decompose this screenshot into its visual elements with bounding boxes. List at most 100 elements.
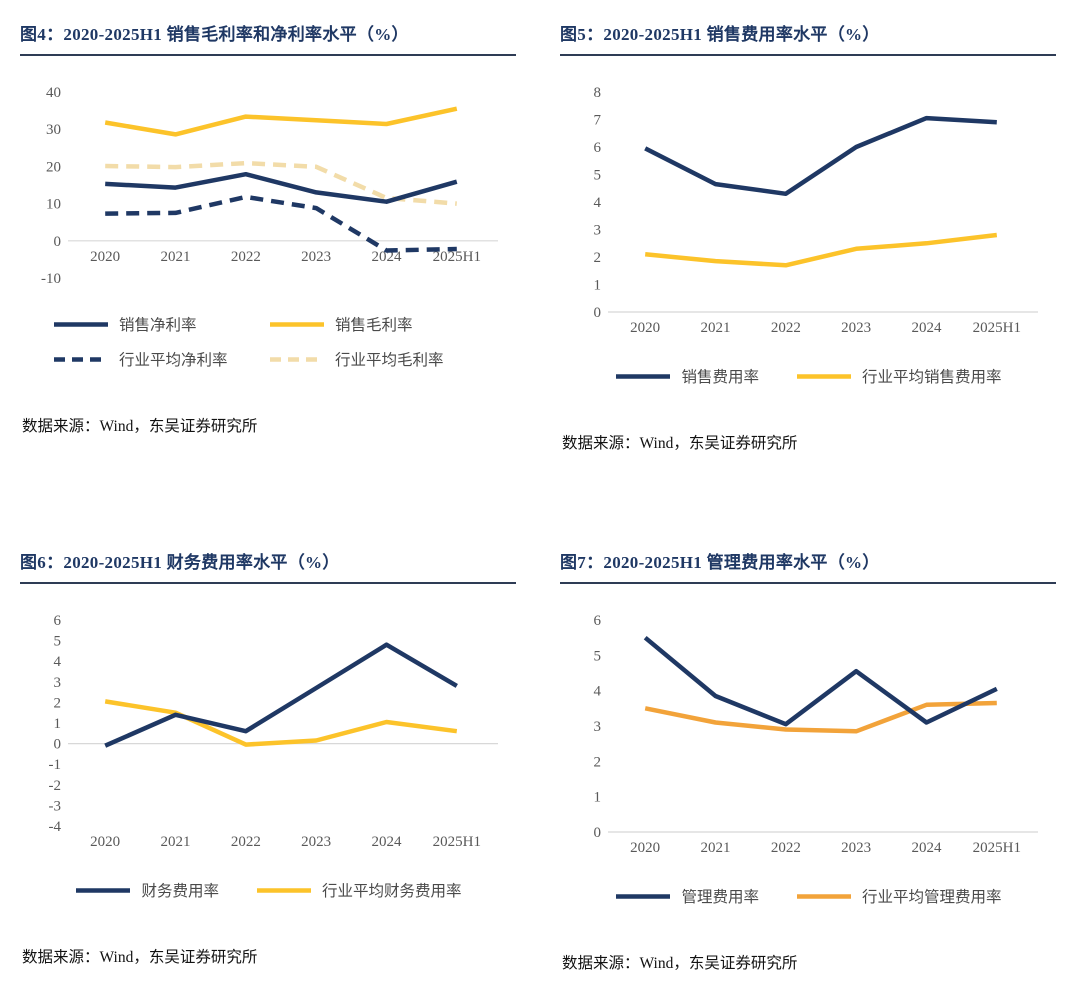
x-tick-label: 2023 <box>301 249 331 265</box>
figure6-title-rule <box>20 582 516 584</box>
x-tick-label: 2024 <box>372 249 403 265</box>
y-tick-label: 2 <box>594 250 602 266</box>
y-tick-label: 6 <box>594 613 602 629</box>
legend-swatch-dashed-line <box>54 356 108 362</box>
figure7-panel: 图7：2020-2025H1 管理费用率水平（%） 6 5 4 3 2 1 0 2020 202… <box>540 528 1080 973</box>
figure4-line-chart: 40 30 20 10 0 -10 2020 2021 2022 2023 2024 2025H1 <box>20 80 516 307</box>
figure5-line-chart: 8 7 6 5 4 3 2 1 0 2020 2021 2022 2023 2024 2025H1 <box>560 80 1056 351</box>
x-tick-label: 2021 <box>701 320 731 336</box>
x-tick-label: 2023 <box>841 840 871 856</box>
y-tick-label: 5 <box>594 648 602 664</box>
y-tick-label: 7 <box>594 113 602 129</box>
figure5-title-rule <box>560 54 1056 56</box>
legend-item: 财务费用率 <box>74 879 219 901</box>
y-tick-label: 30 <box>46 122 61 138</box>
y-tick-label: 0 <box>594 305 602 321</box>
x-tick-label: 2025H1 <box>973 840 1021 856</box>
series-line-0 <box>105 171 458 204</box>
series-line-0 <box>644 115 997 197</box>
legend-swatch-solid-line <box>616 373 671 379</box>
y-tick-label: 0 <box>594 825 602 841</box>
series-line-1 <box>644 232 998 268</box>
line-chart-canvas: 6 5 4 3 2 1 0 2020 2021 2022 2023 2024 2025H1 <box>594 613 1038 856</box>
y-tick-label: -3 <box>49 798 62 814</box>
series-line-0 <box>104 642 458 748</box>
x-tick-label: 2025H1 <box>433 834 481 850</box>
figure4-title-rule <box>20 54 516 56</box>
legend-label: 管理费用率 <box>681 889 759 906</box>
y-tick-label: 1 <box>54 716 62 732</box>
y-tick-label: 3 <box>594 223 602 239</box>
y-tick-label: 5 <box>54 634 62 650</box>
figure4-title: 图4：2020-2025H1 销售毛利率和净利率水平（%） <box>20 25 409 44</box>
legend-item: 销售毛利率 <box>268 313 484 335</box>
legend-label: 财务费用率 <box>141 883 219 900</box>
y-tick-label: -10 <box>41 271 61 287</box>
y-tick-label: 4 <box>594 195 602 211</box>
figure4-legend: 销售净利率 销售毛利率行业平均净利率 行业平均毛利率 <box>20 313 516 370</box>
x-tick-label: 2020 <box>630 840 660 856</box>
legend-item: 行业平均销售费用率 <box>795 365 1002 387</box>
x-tick-label: 2021 <box>161 834 191 850</box>
y-tick-label: 3 <box>54 675 62 691</box>
legend-swatch-solid-line <box>76 887 131 893</box>
line-chart-canvas: 40 30 20 10 0 -10 2020 2021 2022 2023 2024 2025H1 <box>41 85 498 287</box>
y-tick-label: 20 <box>46 159 61 175</box>
y-tick-label: 4 <box>594 684 602 700</box>
line-chart-canvas: 6 5 4 3 2 1 0 -1 -2 -3 -4 2020 2021 2022 2023 2024 2025H… <box>49 613 498 850</box>
figure5-panel: 图5：2020-2025H1 销售费用率水平（%） 8 7 6 5 4 3 2 1 0 2020 2… <box>540 0 1080 528</box>
x-tick-label: 2020 <box>630 320 660 336</box>
legend-label: 销售费用率 <box>681 369 759 386</box>
figure6-legend: 财务费用率 行业平均财务费用率 <box>20 879 516 901</box>
y-tick-label: 0 <box>54 737 62 753</box>
x-tick-label: 2020 <box>90 834 120 850</box>
figure5-title: 图5：2020-2025H1 销售费用率水平（%） <box>560 25 880 44</box>
y-tick-label: 5 <box>594 168 602 184</box>
legend-label: 行业平均财务费用率 <box>322 883 462 900</box>
legend-swatch-solid-line <box>270 321 324 327</box>
legend-swatch-solid-line <box>616 893 671 899</box>
y-tick-label: -2 <box>49 778 62 794</box>
x-tick-label: 2025H1 <box>973 320 1021 336</box>
y-tick-label: 6 <box>54 613 62 629</box>
x-tick-label: 2022 <box>231 834 261 850</box>
x-tick-label: 2021 <box>161 249 191 265</box>
y-tick-label: -1 <box>49 757 62 773</box>
y-tick-label: 3 <box>594 719 602 735</box>
x-tick-label: 2025H1 <box>433 249 481 265</box>
x-tick-label: 2024 <box>912 840 943 856</box>
figure4-panel: 图4：2020-2025H1 销售毛利率和净利率水平（%） 40 30 20 10 0 -… <box>0 0 540 528</box>
y-tick-label: 4 <box>54 654 62 670</box>
x-tick-label: 2021 <box>701 840 731 856</box>
x-tick-label: 2020 <box>90 249 120 265</box>
y-tick-label: 1 <box>594 278 602 294</box>
series-line-1 <box>644 700 997 734</box>
x-tick-label: 2024 <box>372 834 403 850</box>
y-tick-label: 1 <box>594 790 602 806</box>
figure5-legend: 销售费用率 行业平均销售费用率 <box>560 365 1056 387</box>
legend-label: 销售毛利率 <box>335 317 413 334</box>
y-tick-label: 8 <box>594 85 602 101</box>
y-tick-label: 10 <box>46 197 61 213</box>
legend-item: 销售费用率 <box>614 365 759 387</box>
legend-label: 行业平均毛利率 <box>335 352 444 369</box>
legend-label: 行业平均净利率 <box>119 352 228 369</box>
x-tick-label: 2022 <box>771 840 801 856</box>
figure5-data-source: 数据来源：Wind，东吴证券研究所 <box>562 435 798 452</box>
figure6-line-chart: 6 5 4 3 2 1 0 -1 -2 -3 -4 2020 2021 2022 2023 2024 2025H… <box>20 608 516 865</box>
legend-label: 行业平均管理费用率 <box>862 889 1002 906</box>
figure6-data-source: 数据来源：Wind，东吴证券研究所 <box>22 949 258 966</box>
legend-item: 行业平均毛利率 <box>268 348 484 370</box>
legend-item: 行业平均财务费用率 <box>255 879 462 901</box>
legend-item: 行业平均净利率 <box>52 348 268 370</box>
legend-label: 行业平均销售费用率 <box>862 369 1002 386</box>
series-line-2 <box>105 194 457 253</box>
x-tick-label: 2024 <box>912 320 943 336</box>
legend-label: 销售净利率 <box>119 317 197 334</box>
y-tick-label: -4 <box>49 819 62 835</box>
x-tick-label: 2023 <box>841 320 871 336</box>
legend-item: 销售净利率 <box>52 313 268 335</box>
legend-swatch-solid-line <box>257 887 311 893</box>
figure4-data-source: 数据来源：Wind，东吴证券研究所 <box>22 418 258 435</box>
